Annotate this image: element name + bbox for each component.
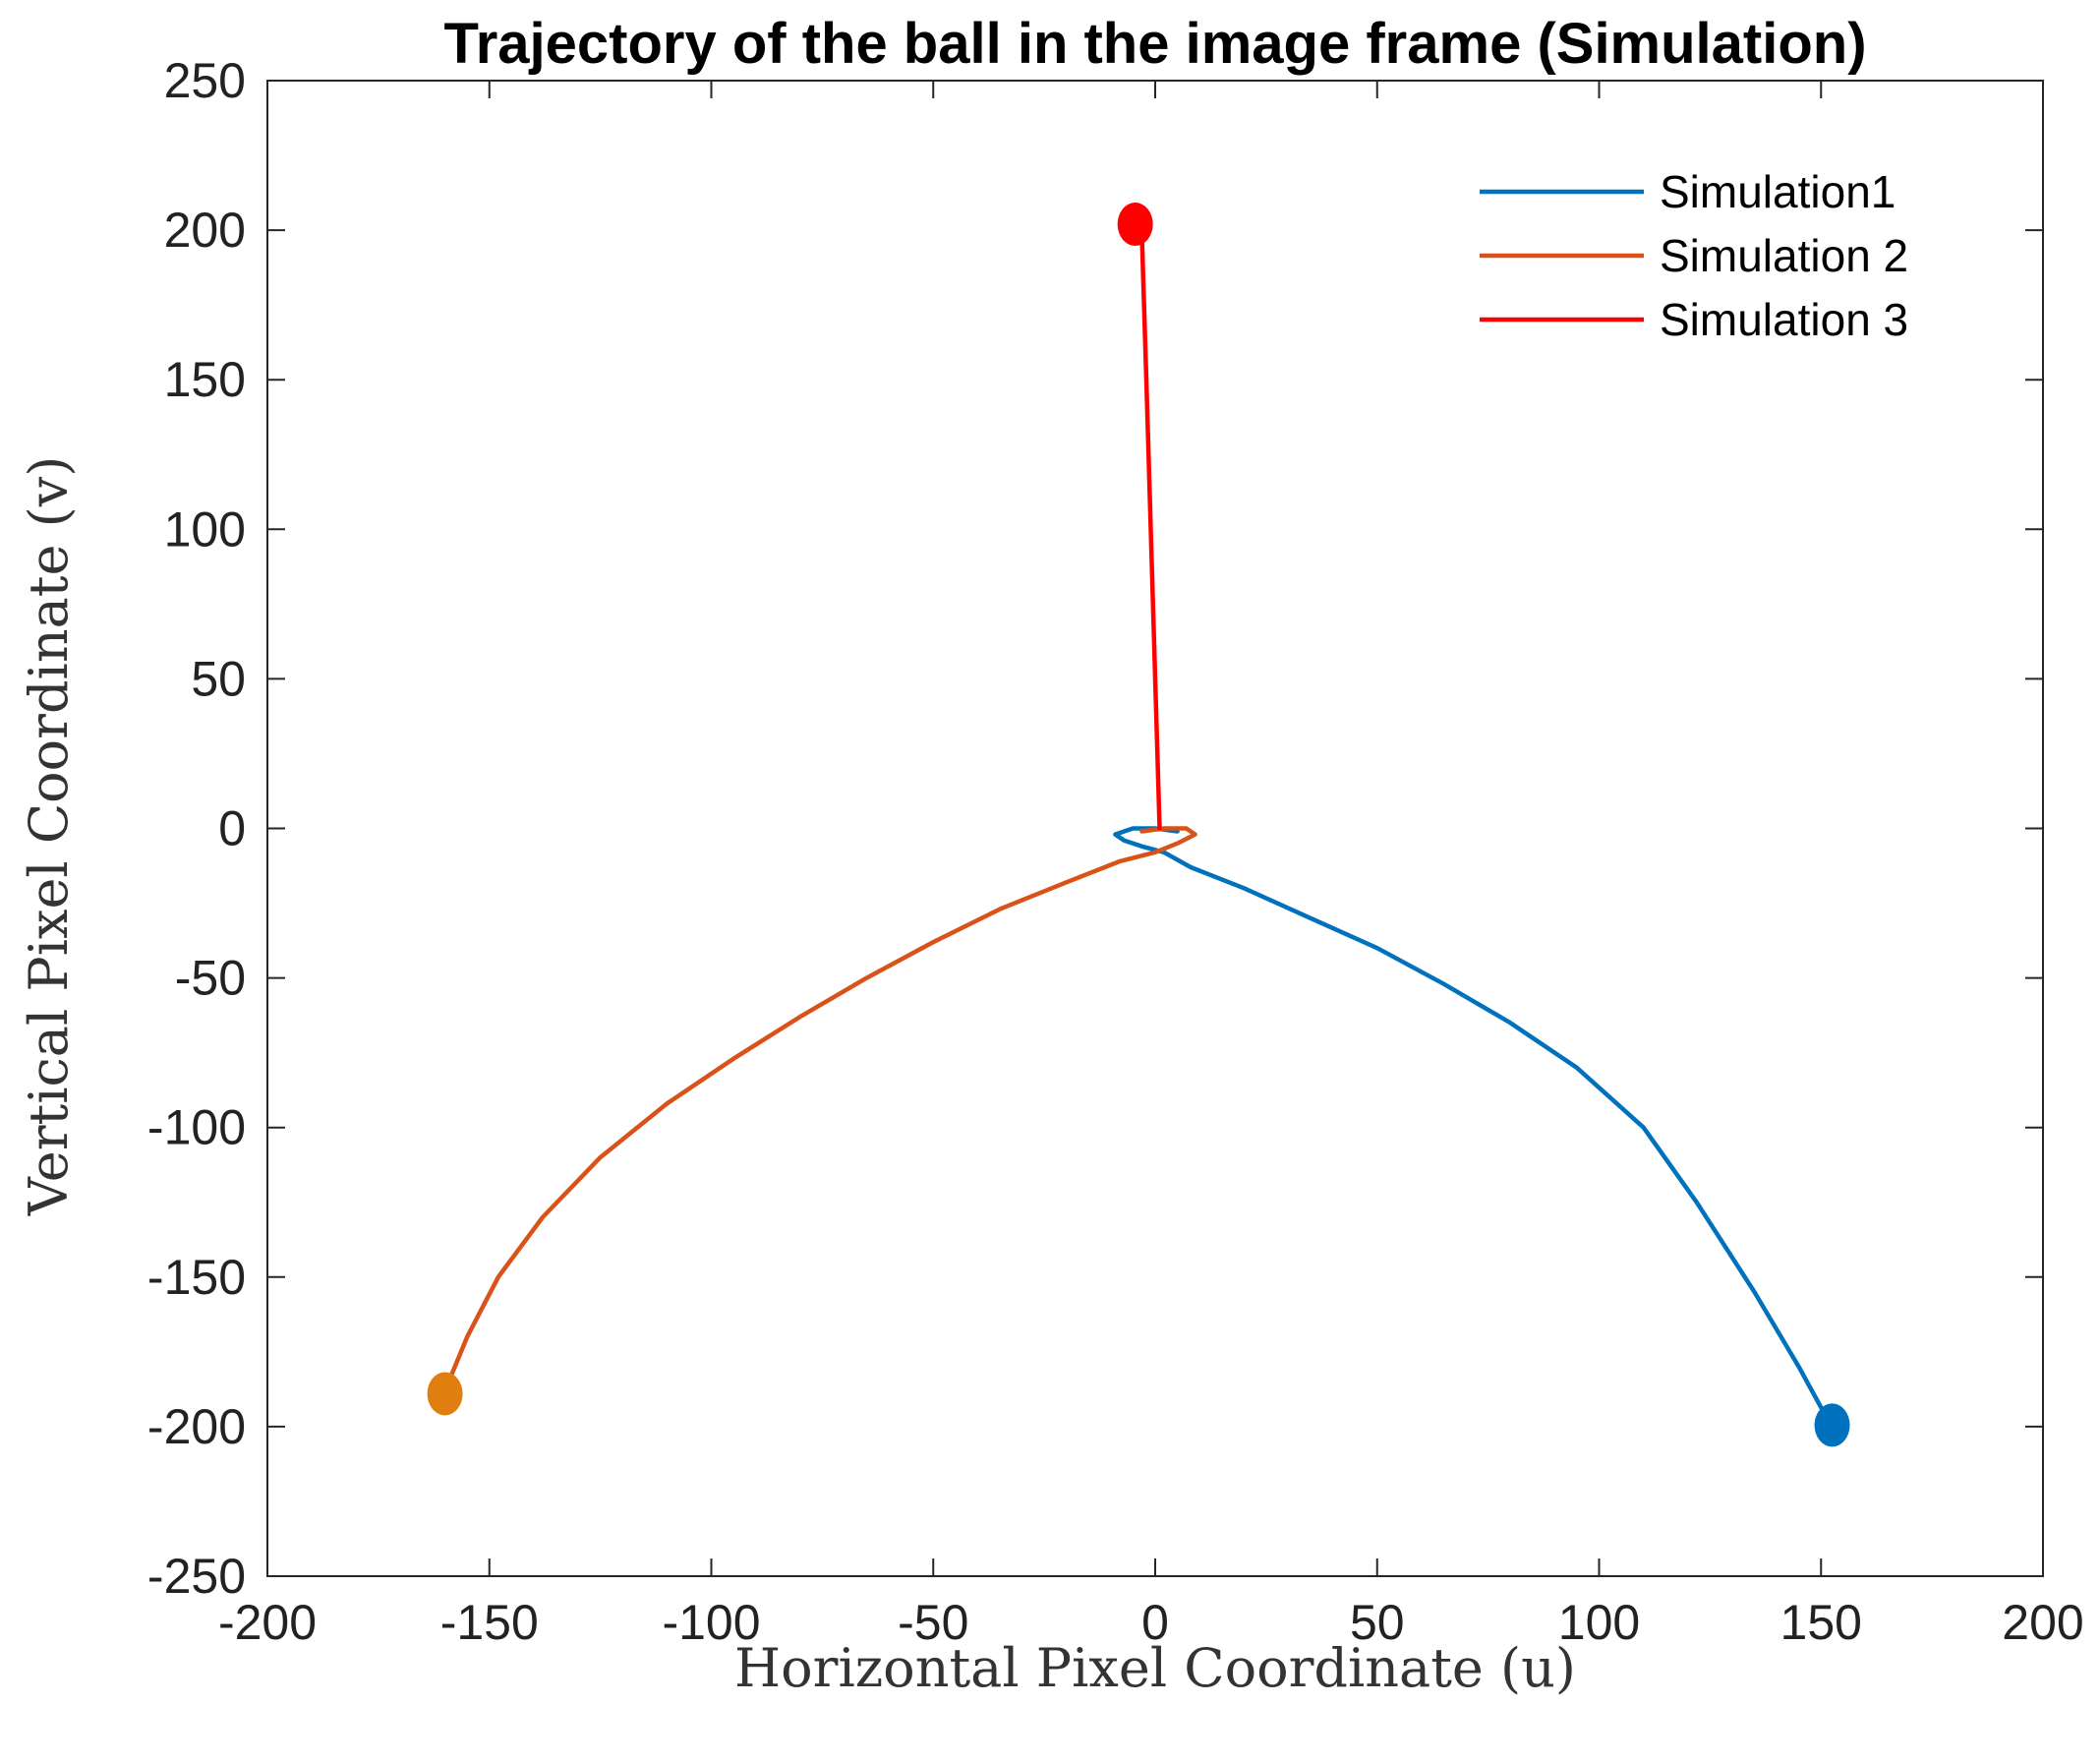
y-tick-label: 0 (218, 801, 246, 856)
series-line-2 (442, 826, 1197, 1393)
y-tick-label: -50 (175, 951, 246, 1006)
y-axis-label: Vertical Pixel Coordinate (v) (18, 456, 80, 1217)
x-tick-label: -100 (662, 1595, 760, 1650)
y-tick-label: -200 (147, 1399, 246, 1454)
series-end-marker-2 (427, 1372, 463, 1416)
y-tick-label: 150 (164, 352, 246, 407)
chart-title: Trajectory of the ball in the image fram… (443, 12, 1866, 76)
y-tick-label: 200 (164, 203, 246, 258)
x-tick-label: 150 (1780, 1595, 1862, 1650)
series-line-1 (1113, 826, 1833, 1427)
legend-label-3: Simulation 3 (1660, 294, 1908, 345)
y-tick-label: 250 (164, 53, 246, 108)
x-tick-label: -50 (898, 1595, 968, 1650)
x-tick-label: 200 (2002, 1595, 2083, 1650)
y-tick-label: -150 (147, 1250, 246, 1305)
x-tick-label: -150 (440, 1595, 539, 1650)
plot-series (427, 203, 1850, 1447)
legend: Simulation1 Simulation 2 Simulation 3 (1480, 166, 1908, 345)
y-tick-label: 50 (191, 651, 246, 706)
series-end-marker-1 (1814, 1403, 1850, 1447)
series-line-3 (1139, 233, 1162, 831)
legend-label-2: Simulation 2 (1660, 230, 1908, 281)
y-tick-label: 100 (164, 501, 246, 557)
legend-label-1: Simulation1 (1660, 166, 1896, 217)
x-tick-label: 50 (1350, 1595, 1405, 1650)
x-tick-label: -200 (218, 1595, 317, 1650)
series-end-marker-3 (1117, 203, 1153, 247)
axes: -200 -150 -100 -50 0 50 100 150 200-250-200-150-… (147, 53, 2084, 1650)
y-tick-label: -250 (147, 1549, 246, 1604)
x-tick-label: 0 (1141, 1595, 1169, 1650)
y-tick-label: -100 (147, 1100, 246, 1155)
x-tick-label: 100 (1558, 1595, 1640, 1650)
x-axis-label: Horizontal Pixel Coordinate (u) (734, 1637, 1576, 1699)
